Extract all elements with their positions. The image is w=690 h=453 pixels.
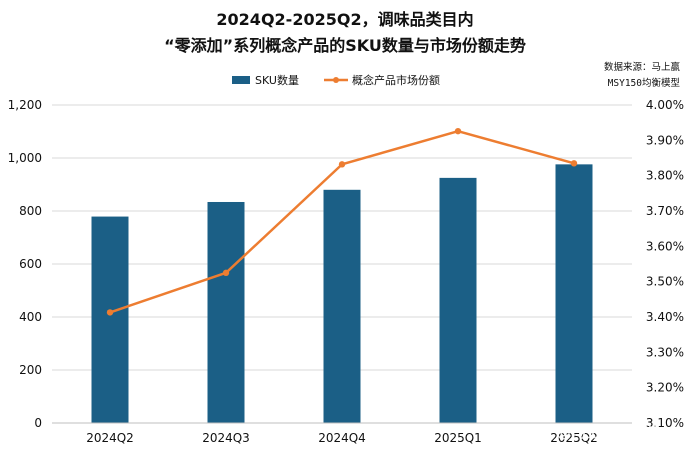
right-axis-ticks: 3.10% 3.20% 3.30% 3.40% 3.50% 3.60% 3.70% 3.80%… [646, 98, 684, 430]
right-axis-tick-label: 3.40% [646, 310, 684, 324]
line-point [106, 309, 114, 316]
left-axis-tick-label: 200 [19, 363, 42, 377]
legend-line-label: 概念产品市场份额 [352, 73, 440, 87]
left-axis-tick-label: 400 [19, 310, 42, 324]
x-axis-tick-label: 2025Q2 [550, 431, 598, 445]
line-point [338, 161, 346, 168]
bar [555, 164, 593, 424]
line-series [106, 127, 578, 316]
bar-series [91, 164, 593, 424]
right-axis-tick-label: 3.70% [646, 204, 684, 218]
left-axis-tick-label: 800 [19, 204, 42, 218]
legend-bar-label: SKU数量 [255, 74, 299, 87]
legend-bar-swatch [232, 76, 250, 84]
line-point [454, 127, 462, 135]
right-axis-tick-label: 4.00% [646, 98, 684, 112]
x-axis-tick-label: 2024Q2 [86, 431, 134, 445]
right-axis-tick-label: 3.80% [646, 169, 684, 183]
bar [91, 216, 129, 423]
watermark-text: @马上赢情报站 [556, 423, 661, 441]
right-axis-tick-label: 3.60% [646, 239, 684, 253]
bar [207, 201, 245, 423]
watermark-prefix: 搜狐号 [500, 423, 545, 441]
source-note-line-2: MSY150均衡模型 [608, 77, 681, 89]
right-axis-tick-label: 3.50% [646, 275, 684, 289]
source-note-line-1: 数据来源：马上赢 [604, 61, 681, 73]
x-axis-tick-label: 2024Q4 [318, 431, 366, 445]
bar [439, 177, 477, 423]
right-axis-tick-label: 3.10% [646, 416, 684, 430]
left-axis-tick-label: 1,000 [8, 151, 42, 165]
right-axis-tick-label: 3.20% [646, 381, 684, 395]
left-axis-tick-label: 1,200 [8, 98, 42, 112]
x-axis: 2024Q2 2024Q3 2024Q4 2025Q1 2025Q2 [52, 422, 632, 445]
left-axis-tick-label: 600 [19, 257, 42, 271]
chart-title-line-1: 2024Q2-2025Q2，调味品类目内 [216, 10, 473, 29]
x-axis-tick-label: 2025Q1 [434, 431, 482, 445]
right-axis-tick-label: 3.30% [646, 345, 684, 359]
line-point [570, 160, 578, 167]
x-axis-tick-label: 2024Q3 [202, 431, 250, 445]
legend-line-marker [333, 77, 339, 83]
legend: SKU数量 概念产品市场份额 [232, 73, 440, 87]
bar [323, 189, 361, 423]
line-point [222, 269, 230, 277]
left-axis-tick-label: 0 [34, 416, 42, 430]
watermark: 搜狐号 @马上赢情报站 [500, 423, 661, 441]
left-axis-ticks: 0 200 400 600 800 1,000 1,200 [8, 98, 42, 430]
right-axis-tick-label: 3.90% [646, 133, 684, 147]
chart-title-line-2: “零添加”系列概念产品的SKU数量与市场份额走势 [164, 36, 526, 55]
